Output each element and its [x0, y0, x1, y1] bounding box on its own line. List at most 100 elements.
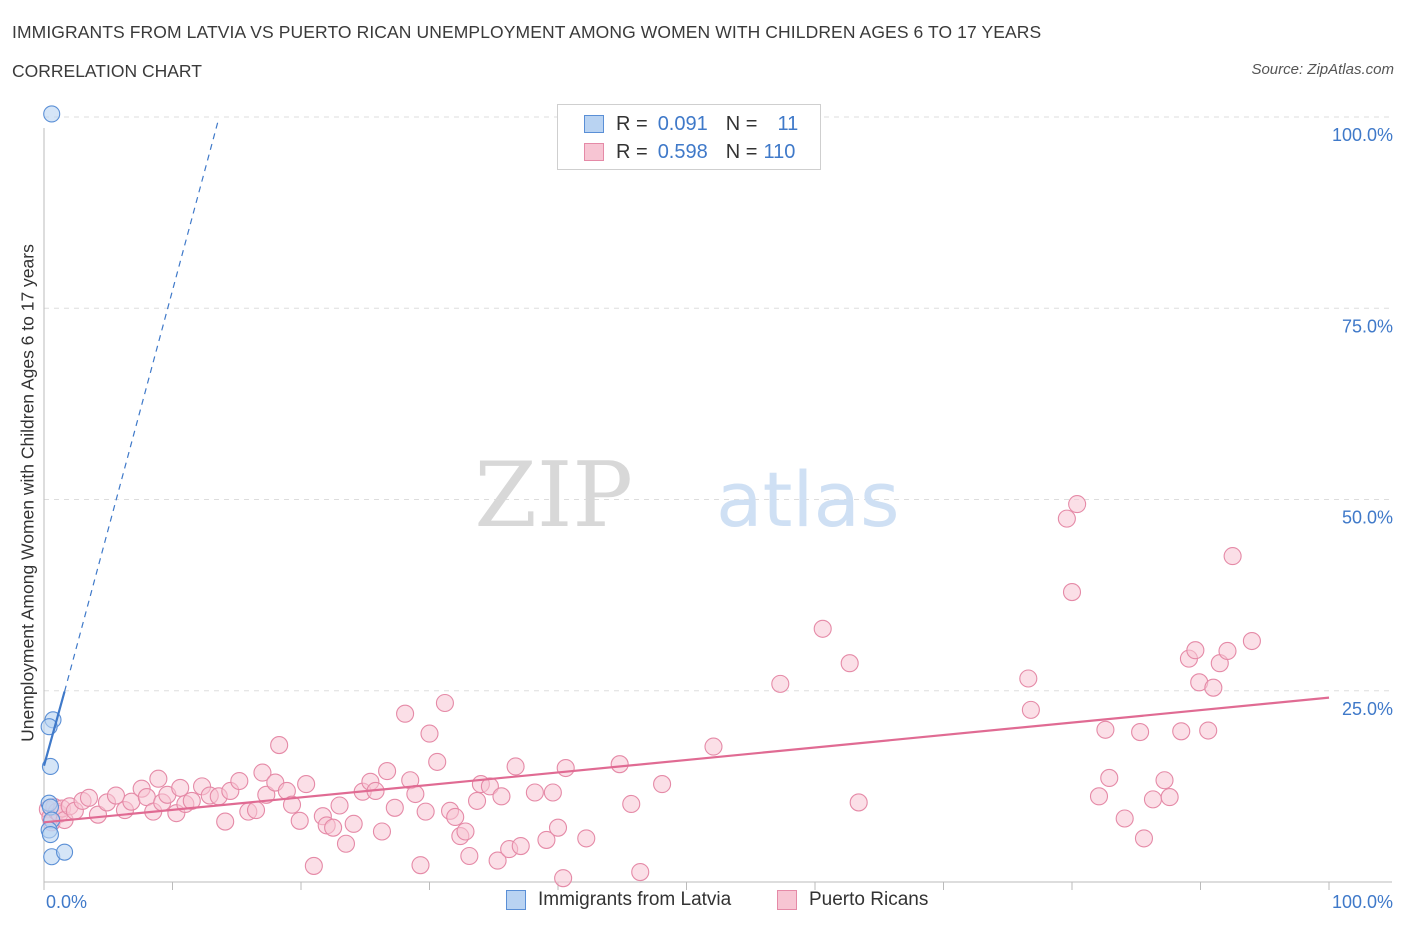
bottom-legend-label-latvia: Immigrants from Latvia: [538, 889, 732, 910]
puerto-ricans-point: [704, 737, 723, 756]
puerto-ricans-point: [270, 736, 289, 755]
puerto-ricans-point: [488, 851, 507, 870]
puerto-ricans-point: [1155, 771, 1174, 790]
puerto-ricans-point: [840, 654, 859, 673]
puerto-ricans-point: [1218, 641, 1237, 661]
puerto-ricans-point: [556, 758, 575, 778]
latvia-trend-line: [42, 691, 66, 767]
puerto-ricans-point: [460, 846, 479, 866]
latvia-point: [43, 105, 61, 123]
y-tick-label: 75.0%: [1342, 316, 1393, 336]
legend-n-label: N =: [725, 112, 758, 135]
legend-r-label: R =: [616, 112, 648, 135]
legend-row-latvia: R = 0.091 N = 11: [584, 112, 798, 136]
latvia-point: [56, 843, 74, 861]
puerto-ricans-point: [1134, 829, 1154, 848]
puerto-ricans-point: [631, 863, 650, 882]
legend-r-value: 0.598: [657, 140, 708, 163]
puerto-ricans-point: [506, 757, 525, 776]
bottom-legend-swatch-latvia: [506, 890, 526, 910]
puerto-ricans-point: [577, 829, 596, 848]
bottom-legend-latvia: Immigrants from Latvia: [506, 889, 731, 911]
legend-n-value: 110: [763, 140, 796, 163]
chart-subtitle: CORRELATION CHART: [12, 61, 202, 81]
puerto-ricans-point: [1115, 809, 1134, 828]
puerto-ricans-point: [411, 856, 430, 875]
puerto-ricans-point: [230, 771, 249, 791]
puerto-ricans-point: [1057, 509, 1076, 528]
watermark-atlas: atlas: [716, 455, 900, 544]
puerto-ricans-point: [456, 822, 475, 841]
bottom-legend-puerto-ricans: Puerto Ricans: [777, 889, 928, 911]
puerto-ricans-point: [1160, 788, 1179, 807]
legend-r-label: R =: [616, 140, 648, 163]
puerto-ricans-point: [79, 788, 99, 807]
puerto-ricans-point: [378, 762, 397, 781]
puerto-ricans-point: [537, 830, 556, 849]
stats-legend: R = 0.091 N = 11 R = 0.598 N = 110: [557, 104, 821, 170]
puerto-ricans-point: [406, 784, 425, 804]
puerto-ricans-point: [435, 693, 454, 713]
latvia-point: [41, 826, 59, 844]
puerto-ricans-point: [344, 814, 363, 833]
puerto-ricans-point: [1062, 583, 1082, 602]
y-tick-label: 100.0%: [1332, 125, 1393, 145]
puerto-ricans-point: [253, 763, 272, 782]
y-tick-label: 50.0%: [1342, 508, 1393, 528]
legend-r-value: 0.091: [657, 112, 708, 135]
puerto-ricans-point: [548, 818, 568, 837]
puerto-ricans-point: [622, 794, 641, 814]
puerto-ricans-point: [1100, 768, 1119, 788]
axes: [43, 128, 1392, 890]
puerto-ricans-point: [297, 775, 316, 794]
puerto-ricans-point: [336, 834, 356, 853]
puerto-ricans-point: [106, 786, 126, 805]
puerto-ricans-point: [492, 787, 511, 806]
puerto-ricans-point: [396, 704, 415, 723]
puerto-ricans-point: [257, 785, 276, 804]
puerto-ricans-point: [653, 775, 672, 794]
puerto-ricans-point: [610, 755, 629, 774]
puerto-ricans-point: [467, 791, 487, 810]
puerto-ricans-point: [290, 811, 309, 830]
puerto-ricans-point: [525, 783, 544, 802]
puerto-ricans-point: [282, 795, 302, 814]
legend-swatch-latvia: [584, 115, 604, 133]
y-tick-label: 25.0%: [1342, 699, 1393, 719]
legend-n-value: 11: [777, 112, 799, 135]
chart-title: IMMIGRANTS FROM LATVIA VS PUERTO RICAN U…: [12, 22, 1042, 42]
puerto-ricans-point: [182, 791, 201, 810]
puerto-ricans-point: [543, 783, 562, 802]
puerto-ricans-point: [372, 822, 392, 841]
puerto-ricans-point: [813, 619, 832, 638]
x-tick-label: 0.0%: [46, 892, 87, 912]
puerto-ricans-point: [554, 869, 573, 888]
legend-n-label: N =: [725, 140, 758, 163]
legend-swatch-puerto-ricans: [584, 143, 604, 161]
puerto-ricans-point: [480, 777, 499, 796]
puerto-ricans-point: [416, 802, 435, 821]
puerto-ricans-point: [1242, 631, 1261, 651]
legend-row-puerto-ricans: R = 0.598 N = 110: [584, 140, 795, 164]
watermark-zip: ZIP: [474, 443, 633, 548]
puerto-ricans-point: [330, 796, 349, 815]
puerto-ricans-point: [304, 856, 323, 875]
puerto-ricans-point: [511, 836, 530, 856]
puerto-ricans-point: [1223, 547, 1242, 566]
bottom-legend-label-puerto-ricans: Puerto Ricans: [809, 889, 929, 910]
puerto-ricans-point: [428, 752, 447, 771]
puerto-ricans-point: [446, 807, 465, 827]
puerto-ricans-point: [771, 674, 790, 693]
y-axis-label: Unemployment Among Women with Children A…: [17, 244, 38, 742]
puerto-ricans-point: [1199, 721, 1218, 740]
latvia-points: [40, 105, 74, 866]
source-credit: Source: ZipAtlas.com: [1251, 61, 1394, 78]
watermark: ZIP atlas: [474, 443, 899, 548]
puerto-ricans-point: [849, 793, 868, 812]
puerto-ricans-point: [1096, 720, 1115, 739]
puerto-ricans-point: [385, 798, 404, 817]
puerto-ricans-point: [1186, 641, 1205, 660]
puerto-ricans-point: [324, 818, 343, 837]
puerto-ricans-point: [149, 769, 168, 788]
